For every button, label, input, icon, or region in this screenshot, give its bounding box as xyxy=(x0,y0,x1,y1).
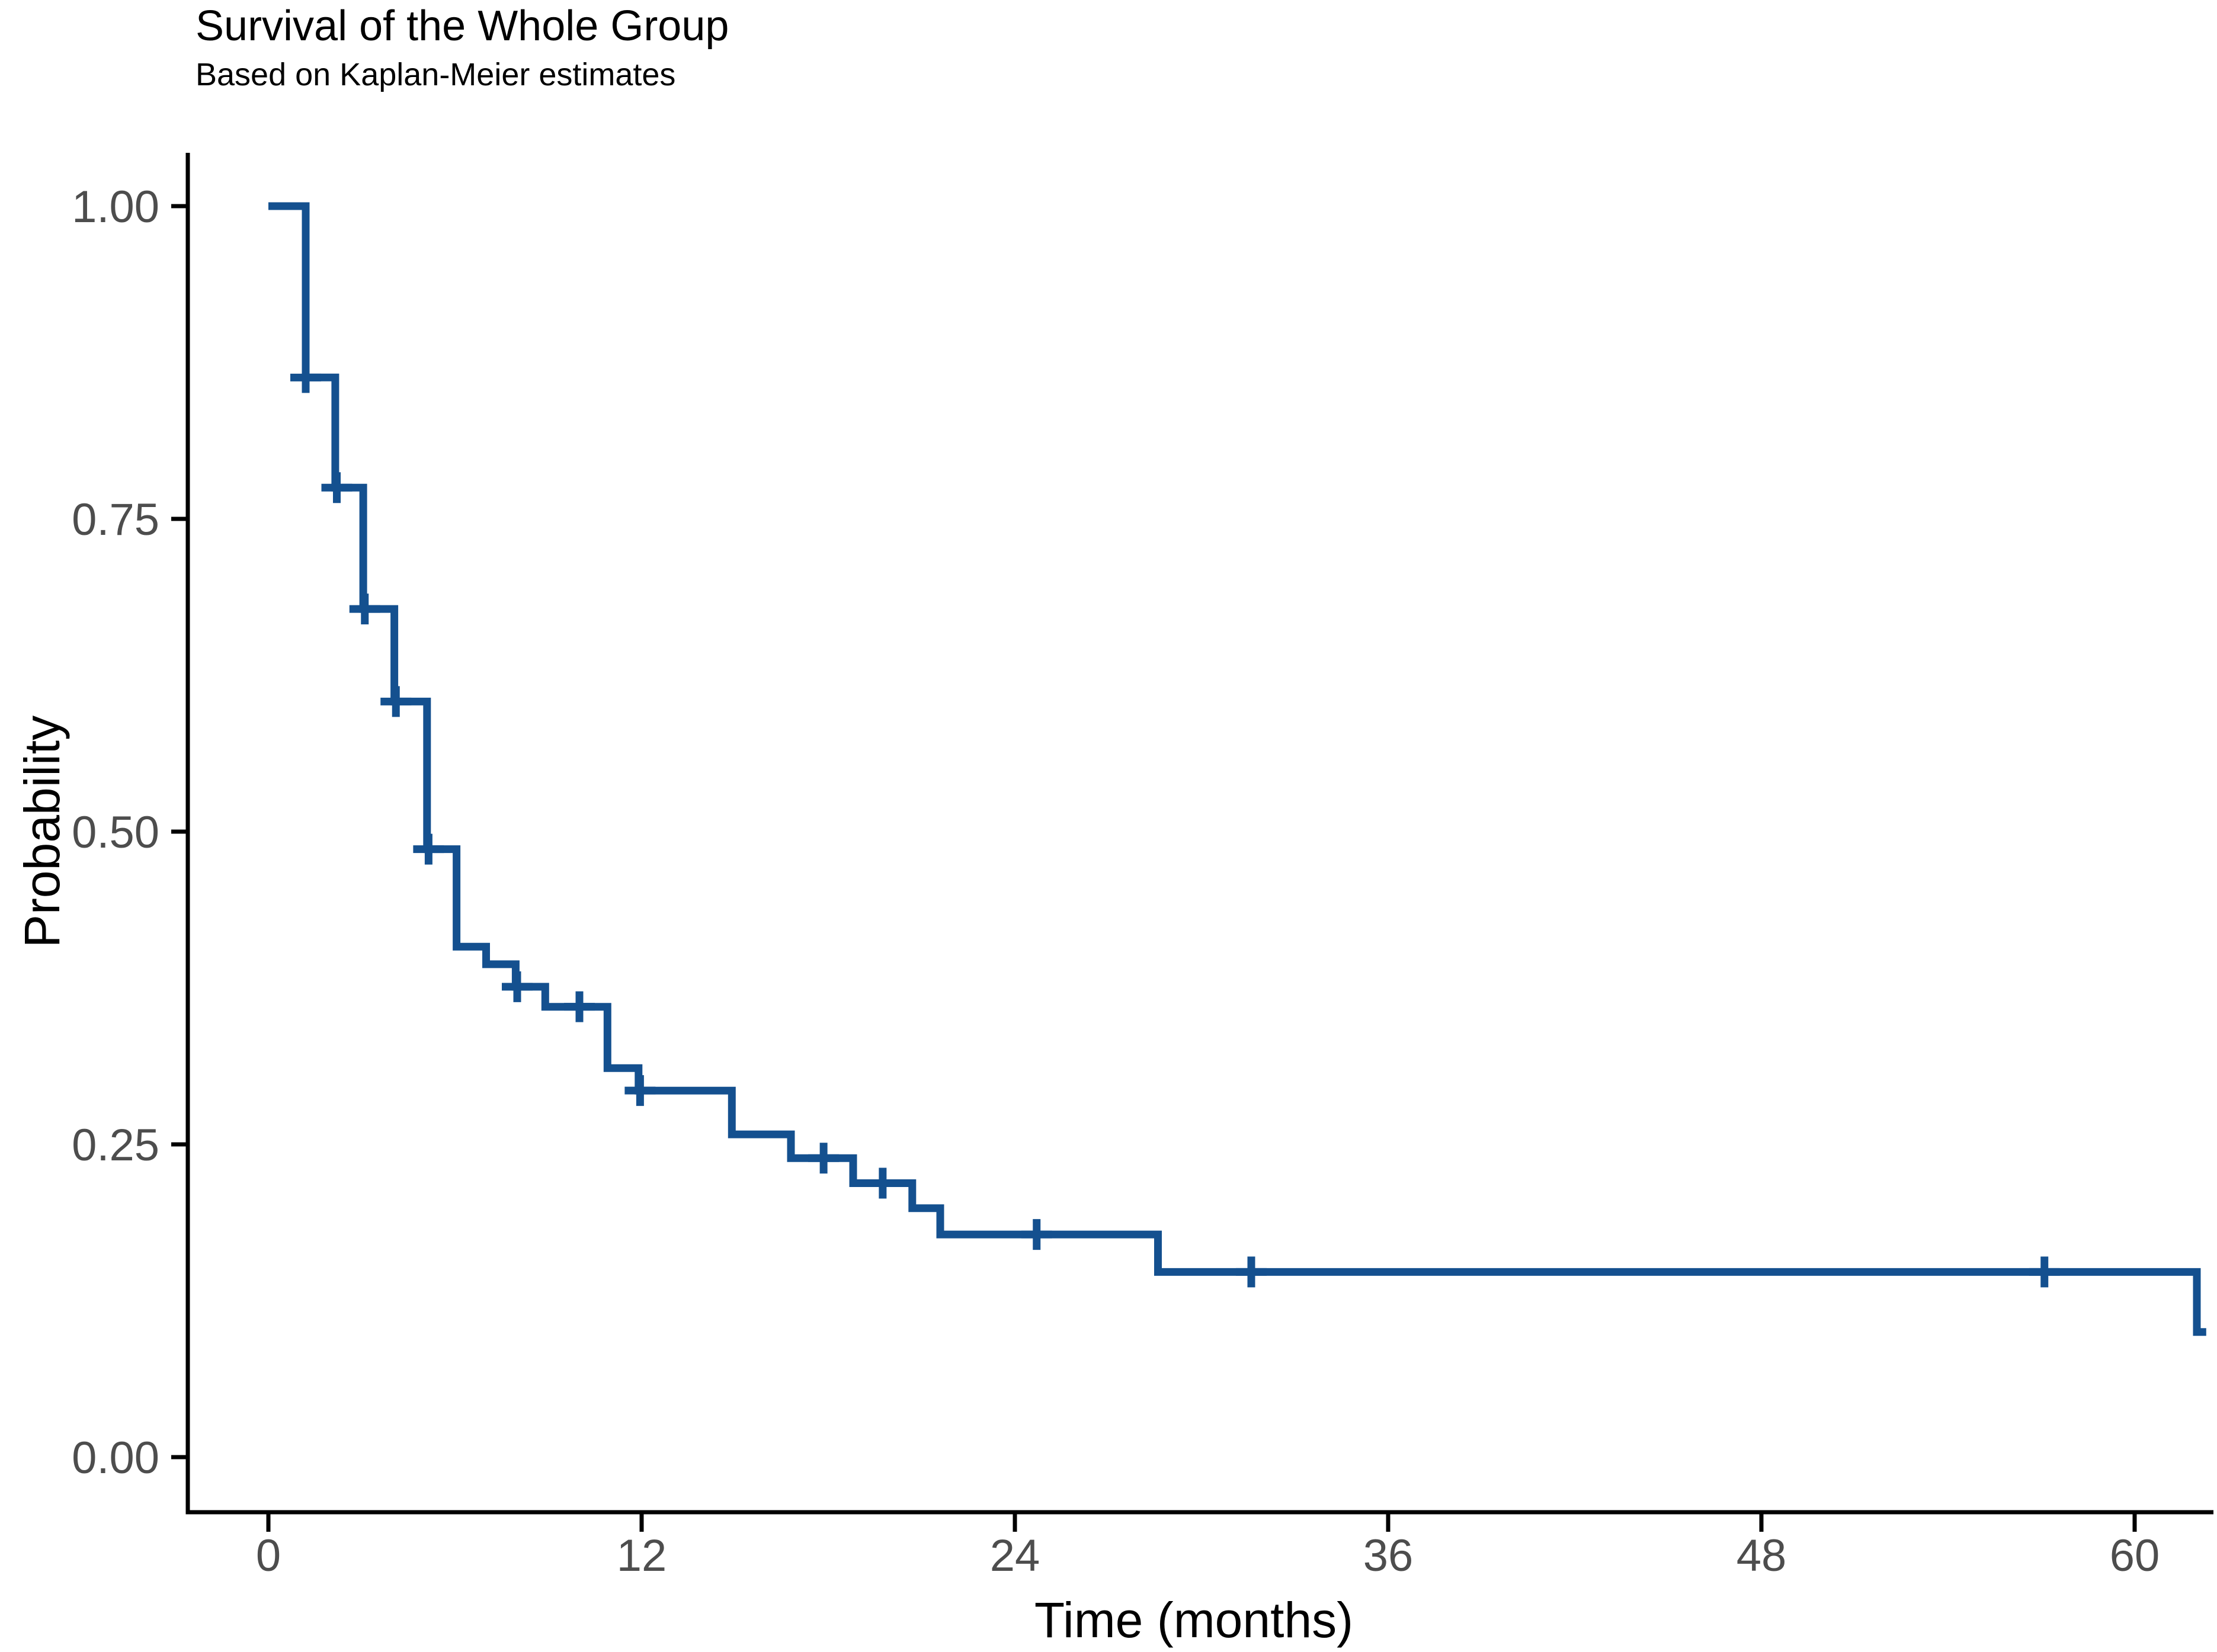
x-axis-title: Time (months) xyxy=(1034,1592,1353,1648)
y-axis-title: Probability xyxy=(14,716,70,948)
y-axis-ticks: 0.00 0.25 0.50 0.75 1.00 xyxy=(72,182,186,1483)
y-tick-label: 0.50 xyxy=(72,807,159,858)
chart-title: Survival of the Whole Group xyxy=(196,2,729,50)
y-tick-label: 0.75 xyxy=(72,495,159,545)
censor-plus-marks xyxy=(290,362,2060,1288)
y-tick-label: 0.00 xyxy=(72,1433,159,1483)
y-tick-label: 0.25 xyxy=(72,1120,159,1170)
x-tick-label: 36 xyxy=(1363,1531,1414,1581)
x-axis-ticks: 0 12 24 36 48 60 xyxy=(256,1514,2160,1581)
x-tick-label: 12 xyxy=(617,1531,667,1581)
x-tick-label: 60 xyxy=(2110,1531,2160,1581)
chart-subtitle: Based on Kaplan-Meier estimates xyxy=(196,57,675,92)
x-tick-label: 48 xyxy=(1737,1531,1787,1581)
y-tick-label: 1.00 xyxy=(72,182,159,232)
survival-step-curve xyxy=(268,202,2206,1336)
x-tick-label: 0 xyxy=(256,1531,281,1581)
x-tick-label: 24 xyxy=(990,1531,1040,1581)
